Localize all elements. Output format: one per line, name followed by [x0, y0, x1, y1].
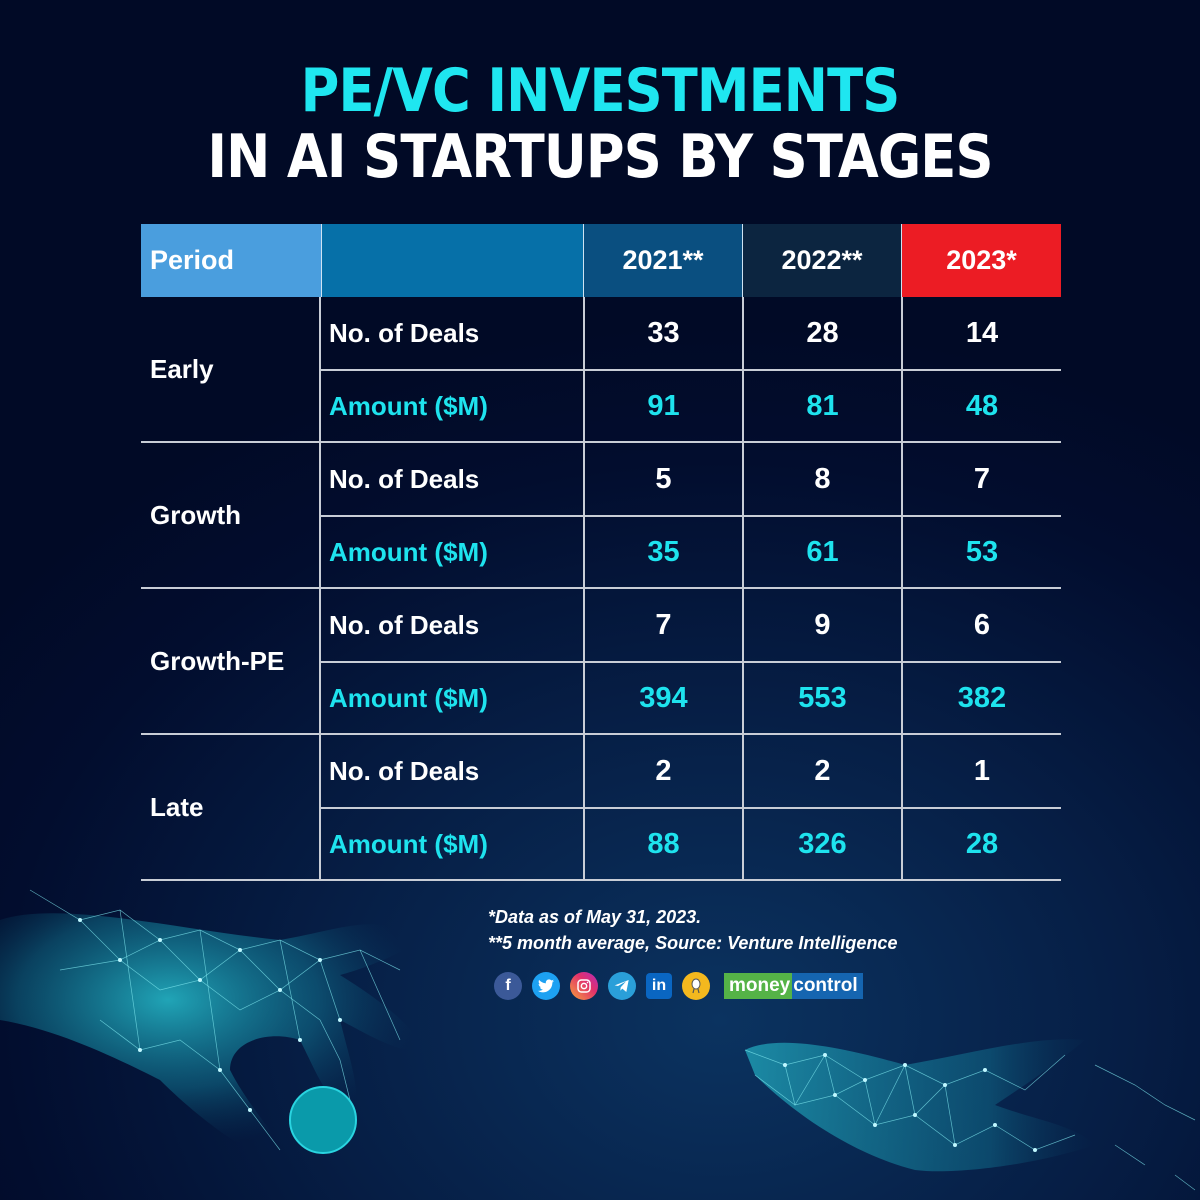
value-cell: 6	[901, 589, 1061, 661]
hand-illustration-left	[0, 889, 420, 1161]
value-cell: 1	[901, 735, 1061, 807]
title-line-1: PE/VC INVESTMENTS	[300, 56, 901, 126]
coin	[289, 1086, 357, 1154]
value-cell: 7	[901, 443, 1061, 515]
table-row: Amount ($M) 35 61 53	[321, 515, 1061, 587]
value-cell: 61	[742, 517, 901, 587]
social-bar: f in money control	[494, 972, 863, 1000]
value-cell: 81	[742, 371, 901, 441]
stage-growth: Growth No. of Deals 5 8 7 Amount ($M) 35…	[141, 443, 1061, 589]
stage-early: Early No. of Deals 33 28 14 Amount ($M) …	[141, 297, 1061, 443]
footnotes: *Data as of May 31, 2023. **5 month aver…	[488, 904, 897, 956]
value-cell: 28	[742, 297, 901, 369]
podcast-icon[interactable]	[682, 972, 710, 1000]
value-cell: 53	[901, 517, 1061, 587]
table-row: Amount ($M) 394 553 382	[321, 661, 1061, 733]
table-row: Amount ($M) 88 326 28	[321, 807, 1061, 879]
stage-late: Late No. of Deals 2 2 1 Amount ($M) 88 3…	[141, 735, 1061, 881]
title-line-2: IN AI STARTUPS BY STAGES	[207, 122, 993, 192]
value-cell: 2	[742, 735, 901, 807]
value-cell: 88	[583, 809, 742, 879]
metric-label: No. of Deals	[329, 755, 480, 786]
value-cell: 7	[583, 589, 742, 661]
table-row: No. of Deals 5 8 7	[321, 443, 1061, 515]
value-cell: 48	[901, 371, 1061, 441]
linkedin-icon[interactable]: in	[646, 973, 672, 999]
value-cell: 326	[742, 809, 901, 879]
stage-label: Early	[141, 297, 321, 441]
telegram-icon[interactable]	[608, 972, 636, 1000]
metric-label: Amount ($M)	[329, 828, 488, 859]
value-cell: 33	[583, 297, 742, 369]
hand-illustration-right	[744, 1039, 1196, 1191]
metric-label: No. of Deals	[329, 317, 480, 348]
facebook-icon[interactable]: f	[494, 972, 522, 1000]
stage-label: Growth	[141, 443, 321, 587]
footnote-source: **5 month average, Source: Venture Intel…	[488, 933, 898, 953]
stage-growth-pe: Growth-PE No. of Deals 7 9 6 Amount ($M)…	[141, 589, 1061, 735]
investment-table: Period 2021** 2022** 2023* Early No. of …	[141, 224, 1061, 881]
instagram-icon[interactable]	[570, 972, 598, 1000]
table-row: No. of Deals 33 28 14	[321, 297, 1061, 369]
value-cell: 382	[901, 663, 1061, 733]
table-header: Period 2021** 2022** 2023*	[141, 224, 1061, 297]
value-cell: 9	[742, 589, 901, 661]
twitter-icon[interactable]	[532, 972, 560, 1000]
table-row: No. of Deals 2 2 1	[321, 735, 1061, 807]
metric-label: Amount ($M)	[329, 390, 488, 421]
value-cell: 35	[583, 517, 742, 587]
header-period: Period	[141, 224, 321, 297]
table-row: Amount ($M) 91 81 48	[321, 369, 1061, 441]
value-cell: 28	[901, 809, 1061, 879]
page-title: PE/VC INVESTMENTS IN AI STARTUPS BY STAG…	[0, 58, 1200, 190]
logo-part-money: money	[724, 973, 793, 999]
stage-label: Growth-PE	[141, 589, 321, 733]
value-cell: 5	[583, 443, 742, 515]
value-cell: 394	[583, 663, 742, 733]
header-metric-blank	[321, 224, 583, 297]
metric-label: No. of Deals	[329, 609, 480, 640]
metric-label: No. of Deals	[329, 463, 480, 494]
value-cell: 553	[742, 663, 901, 733]
header-year-2023: 2023*	[901, 224, 1061, 297]
value-cell: 91	[583, 371, 742, 441]
value-cell: 14	[901, 297, 1061, 369]
table-row: No. of Deals 7 9 6	[321, 589, 1061, 661]
metric-label: Amount ($M)	[329, 682, 488, 713]
header-year-2021: 2021**	[583, 224, 742, 297]
logo-part-control: control	[792, 973, 863, 999]
footnote-data-date: *Data as of May 31, 2023.	[488, 907, 702, 927]
value-cell: 8	[742, 443, 901, 515]
moneycontrol-logo[interactable]: money control	[724, 973, 863, 999]
metric-label: Amount ($M)	[329, 536, 488, 567]
header-year-2022: 2022**	[742, 224, 901, 297]
value-cell: 2	[583, 735, 742, 807]
stage-label: Late	[141, 735, 321, 879]
